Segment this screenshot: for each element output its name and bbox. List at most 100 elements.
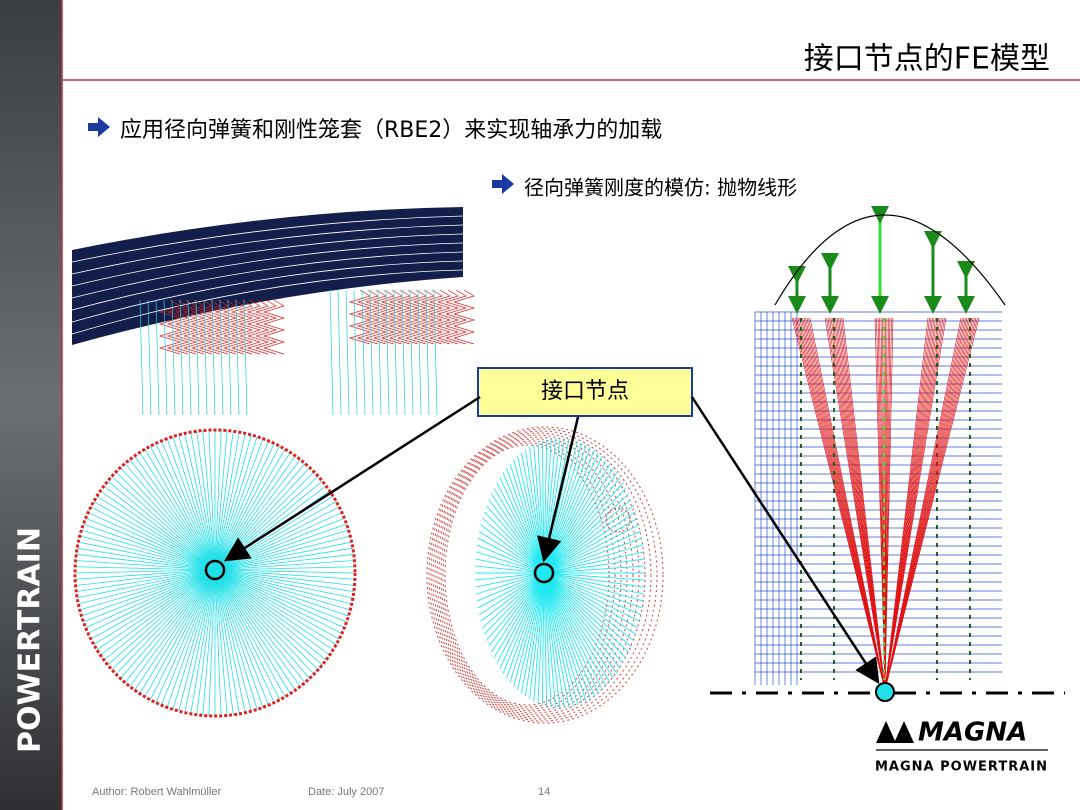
- spoke: [149, 569, 216, 701]
- spoke: [124, 463, 216, 571]
- spoke: [214, 569, 349, 617]
- band-line: [71, 224, 464, 275]
- spoke: [107, 569, 216, 666]
- spoke: [90, 569, 216, 640]
- spoke: [475, 551, 545, 574]
- spoke: [76, 569, 216, 593]
- spring: [219, 299, 224, 416]
- spoke: [214, 517, 345, 571]
- mesh-ring: [444, 444, 610, 706]
- spring: [401, 289, 406, 416]
- spoke: [214, 569, 252, 712]
- spoke: [543, 572, 643, 609]
- spring: [377, 289, 382, 416]
- spoke: [214, 438, 264, 571]
- spring: [139, 299, 144, 416]
- spoke: [499, 477, 545, 574]
- spoke: [513, 572, 545, 687]
- spoke: [214, 529, 349, 571]
- sidebar: [0, 0, 62, 810]
- spring: [409, 289, 414, 416]
- mesh-ring: [442, 442, 616, 708]
- spring: [163, 299, 168, 416]
- spoke: [214, 569, 355, 586]
- spoke: [93, 501, 216, 571]
- spoke: [150, 445, 216, 571]
- spoke: [214, 569, 351, 611]
- spoke: [214, 569, 345, 629]
- footer-page: 14: [538, 786, 550, 798]
- band-line: [71, 260, 464, 323]
- spring: [380, 289, 404, 345]
- mesh-ring: [426, 426, 664, 724]
- spring: [385, 289, 390, 416]
- spoke: [543, 537, 643, 574]
- spring-fan: [884, 317, 894, 691]
- spoke: [90, 506, 216, 571]
- spoke: [529, 572, 545, 700]
- spoke: [134, 455, 216, 571]
- spoke: [214, 569, 334, 651]
- spoke: [517, 572, 545, 691]
- spoke: [214, 535, 351, 571]
- spoke: [202, 430, 216, 571]
- spoke: [214, 569, 264, 708]
- spoke: [74, 569, 216, 574]
- spoke: [537, 572, 545, 704]
- spoke: [543, 524, 640, 574]
- spring: [361, 289, 366, 416]
- spring-fan: [884, 317, 980, 691]
- spoke: [496, 572, 545, 664]
- spring: [433, 289, 438, 416]
- sidebar-label: POWERTRAIN: [13, 527, 48, 753]
- spring: [262, 299, 286, 355]
- spoke: [107, 480, 216, 571]
- spoke: [543, 572, 645, 595]
- callout-arrow: [223, 395, 481, 562]
- spoke: [214, 569, 269, 706]
- spoke: [214, 547, 353, 571]
- spring: [206, 299, 230, 355]
- spoke: [543, 572, 642, 616]
- spoke: [214, 569, 291, 694]
- spring: [155, 299, 160, 416]
- spoke: [214, 569, 315, 675]
- spoke: [161, 569, 216, 706]
- spoke: [476, 544, 545, 574]
- spoke: [144, 569, 216, 698]
- spoke: [214, 443, 275, 571]
- spring: [329, 289, 334, 416]
- spoke: [214, 432, 240, 571]
- mesh-ring: [440, 440, 622, 710]
- spoke: [543, 572, 644, 602]
- spring: [230, 299, 254, 355]
- spring: [158, 299, 182, 355]
- callout-arrow: [537, 416, 580, 563]
- spoke: [543, 572, 627, 659]
- spoke: [214, 541, 352, 571]
- spoke: [480, 572, 545, 622]
- spoke: [214, 569, 258, 710]
- spoke: [543, 572, 591, 700]
- band-lines: [71, 215, 476, 416]
- spoke: [214, 569, 246, 713]
- spring: [214, 299, 238, 355]
- spring: [412, 289, 436, 345]
- spoke: [214, 430, 228, 571]
- spoke: [214, 569, 275, 703]
- bullet-icon: [492, 174, 514, 194]
- spoke: [475, 565, 545, 574]
- logo-tagline: MAGNA POWERTRAIN: [875, 760, 1048, 775]
- spring: [198, 299, 222, 355]
- callout-arrow: [690, 396, 880, 685]
- spoke: [79, 535, 216, 571]
- spoke: [75, 569, 216, 586]
- spoke: [100, 490, 216, 571]
- spoke: [87, 569, 216, 634]
- spoke: [134, 569, 216, 691]
- spoke: [543, 572, 611, 683]
- spring: [211, 299, 216, 416]
- spoke: [543, 551, 645, 574]
- spoke: [543, 572, 636, 635]
